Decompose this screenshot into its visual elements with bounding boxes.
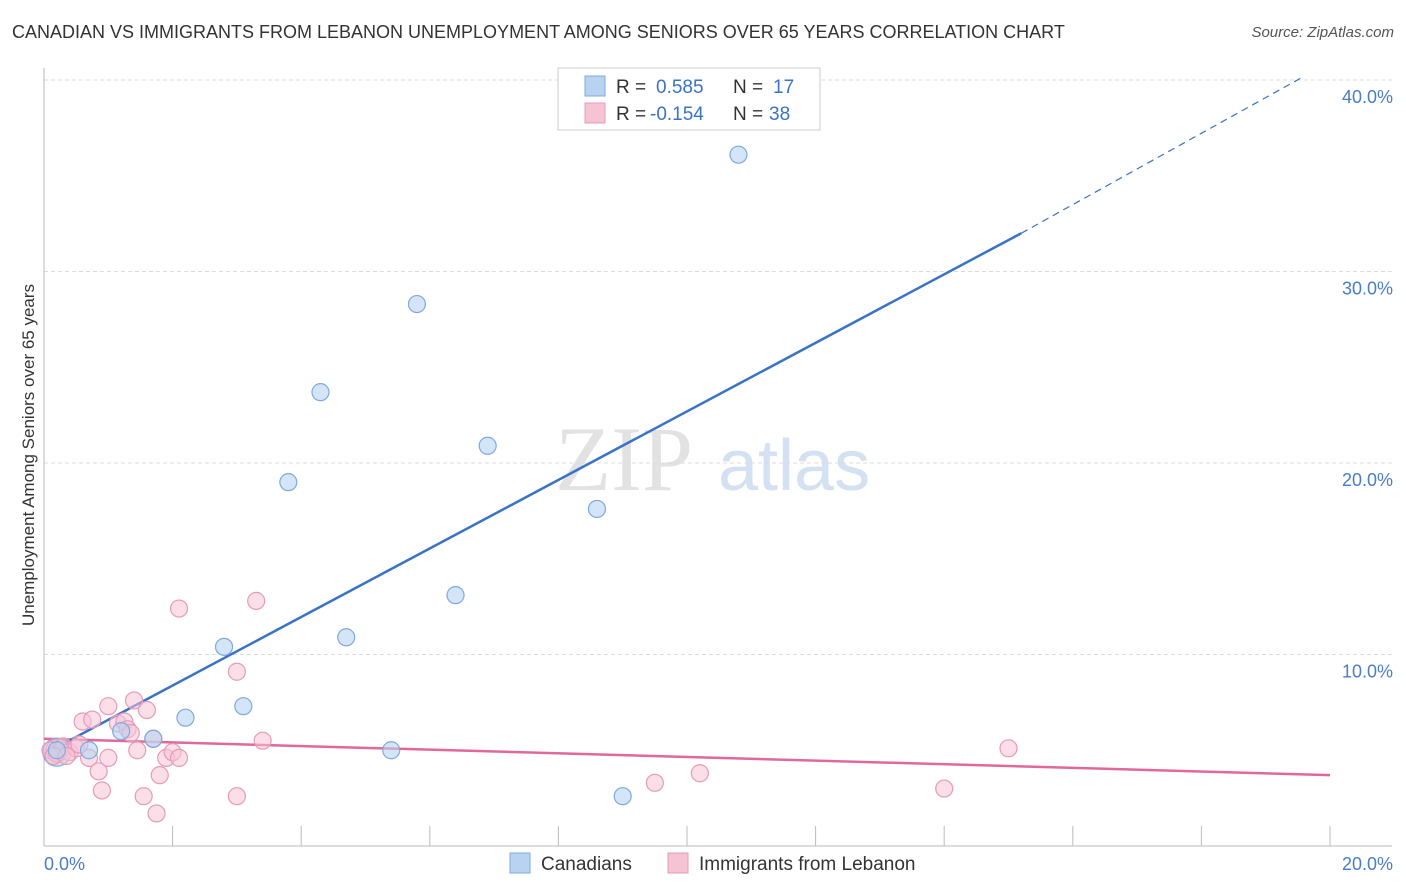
bottom-legend-canadians: Canadians — [541, 854, 632, 875]
point-lebanon-20 — [147, 804, 166, 823]
chart-title: CANADIAN VS IMMIGRANTS FROM LEBANON UNEM… — [12, 22, 1065, 42]
point-lebanon-15 — [124, 691, 144, 710]
legend-n-value-1: 17 — [773, 77, 794, 98]
x-tick-labels: 0.0% 20.0% — [44, 854, 1393, 874]
point-canadians-0 — [47, 741, 66, 760]
point-lebanon-25 — [169, 748, 189, 768]
y-tick-label-3: 40.0% — [1342, 87, 1393, 107]
y-tick-labels: 10.0% 20.0% 30.0% 40.0% — [1342, 87, 1393, 682]
point-lebanon-7 — [83, 710, 102, 729]
point-lebanon-21 — [150, 766, 169, 785]
point-canadians-3 — [144, 729, 163, 748]
point-lebanon-24 — [169, 599, 189, 618]
point-canadians-4 — [176, 708, 195, 727]
trend-line-lebanon — [43, 737, 1331, 777]
point-lebanon-28 — [247, 591, 266, 610]
axes — [43, 68, 1392, 847]
legend-r-value-1: 0.585 — [656, 77, 704, 98]
y-tick-label-1: 20.0% — [1342, 470, 1393, 490]
point-lebanon-26 — [227, 662, 246, 681]
legend-n-value-2: 38 — [769, 104, 790, 125]
watermark-atlas: atlas — [718, 426, 870, 506]
grid-lines — [44, 79, 1392, 655]
point-canadians-8 — [311, 383, 330, 402]
legend-n-label-2: N = — [733, 104, 763, 125]
trend-line-canadians-extension — [1021, 75, 1305, 234]
point-canadians-11 — [407, 294, 427, 314]
bottom-legend-swatch-lebanon — [667, 852, 689, 874]
bottom-legend-swatch-canadians — [509, 852, 531, 874]
point-canadians-14 — [587, 499, 607, 519]
y-tick-label-0: 10.0% — [1342, 662, 1393, 682]
point-canadians-13 — [478, 436, 497, 455]
watermark-zip: ZIP — [555, 408, 693, 510]
point-lebanon-29 — [253, 731, 272, 750]
legend-r-label-2: R = — [616, 104, 646, 125]
x-tick-label-1: 20.0% — [1342, 854, 1393, 874]
point-canadians-2 — [112, 721, 131, 741]
point-canadians-10 — [382, 741, 401, 760]
legend-r-label-1: R = — [616, 77, 646, 98]
y-axis-label: Unemployment Among Seniors over 65 years — [19, 284, 38, 626]
point-lebanon-32 — [935, 779, 954, 798]
point-lebanon-9 — [92, 781, 111, 800]
legend-swatch-lebanon — [584, 102, 606, 124]
point-lebanon-16 — [128, 741, 147, 760]
point-lebanon-18 — [137, 700, 156, 720]
bottom-legend-lebanon: Immigrants from Lebanon — [699, 854, 916, 875]
point-lebanon-27 — [227, 787, 246, 806]
stats-legend: R = 0.585 N = 17 R = -0.154 N = 38 — [557, 67, 821, 131]
legend-swatch-canadians — [584, 75, 606, 97]
point-lebanon-8 — [89, 762, 108, 781]
point-canadians-12 — [446, 586, 465, 605]
legend-n-label-1: N = — [733, 77, 763, 98]
point-lebanon-33 — [999, 739, 1018, 758]
legend-r-value-2: -0.154 — [650, 104, 704, 125]
point-lebanon-10 — [99, 748, 118, 768]
y-tick-label-2: 30.0% — [1342, 279, 1393, 299]
point-canadians-16 — [729, 145, 748, 164]
point-lebanon-11 — [99, 697, 118, 716]
point-lebanon-31 — [690, 764, 709, 783]
data-points — [41, 145, 1018, 823]
point-lebanon-30 — [645, 773, 664, 792]
point-canadians-6 — [234, 697, 253, 716]
point-canadians-1 — [79, 741, 99, 760]
x-tick-label-0: 0.0% — [44, 854, 85, 874]
point-canadians-5 — [214, 637, 234, 656]
trend-line-canadians — [43, 232, 1022, 756]
point-canadians-9 — [337, 628, 356, 647]
point-canadians-7 — [279, 473, 298, 492]
series-legend: Canadians Immigrants from Lebanon — [509, 852, 916, 875]
point-canadians-15 — [613, 787, 632, 806]
point-lebanon-17 — [134, 787, 153, 806]
chart-source: Source: ZipAtlas.com — [1251, 24, 1394, 41]
